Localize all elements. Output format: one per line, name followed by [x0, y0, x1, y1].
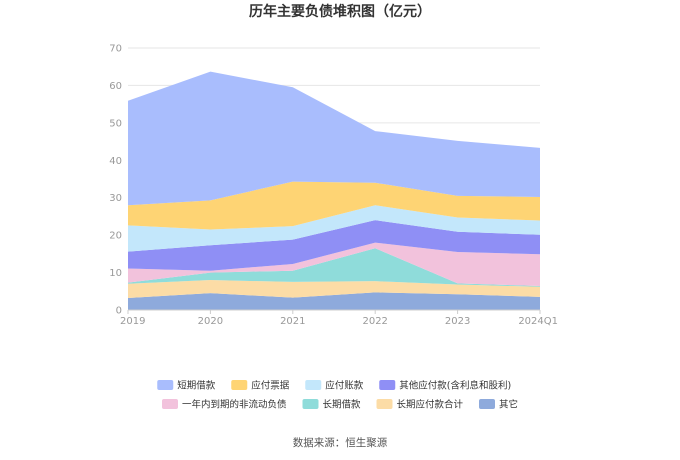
legend-swatch — [379, 380, 396, 390]
legend-label: 长期借款 — [323, 399, 362, 411]
area-应付账款[interactable] — [128, 205, 540, 252]
legend-label: 短期借款 — [177, 380, 216, 392]
y-tick-label: 0 — [116, 306, 122, 317]
legend-swatch — [302, 399, 319, 409]
area-长期借款[interactable] — [128, 248, 540, 287]
legend-label: 应付票据 — [251, 380, 290, 392]
area-应付票据[interactable] — [128, 181, 540, 230]
y-tick-label: 60 — [109, 81, 122, 92]
legend-label: 应付账款 — [325, 380, 364, 392]
legend-item[interactable]: 短期借款 — [157, 380, 216, 392]
y-tick-label: 10 — [109, 268, 122, 279]
x-tick-label: 2022 — [362, 316, 387, 327]
chart-title: 历年主要负债堆积图（亿元） — [249, 3, 431, 20]
legend-item[interactable]: 应付票据 — [231, 380, 290, 392]
legend-item[interactable]: 其它 — [479, 399, 518, 411]
legend-item[interactable]: 应付账款 — [305, 380, 364, 392]
x-tick-label: 2024Q1 — [518, 316, 558, 327]
x-tick-label: 2020 — [198, 316, 223, 327]
y-tick-label: 30 — [109, 193, 122, 204]
legend-label: 一年内到期的非流动负债 — [182, 399, 287, 411]
x-tick-label: 2019 — [120, 316, 145, 327]
legend-item[interactable]: 其他应付款(含利息和股利) — [379, 380, 511, 392]
legend-label: 其他应付款(含利息和股利) — [399, 380, 511, 392]
legend-swatch — [231, 380, 248, 390]
area-其他应付款(含利息和股利)[interactable] — [128, 220, 540, 271]
y-tick-label: 40 — [109, 156, 122, 167]
legend: 短期借款 应付票据 应付账款 其他应付款(含利息和股利) 一年内到期的非流动负债 长期借款… — [157, 380, 518, 411]
legend-item[interactable]: 长期应付款合计 — [376, 399, 464, 411]
legend-label: 其它 — [499, 399, 518, 411]
area-短期借款[interactable] — [128, 71, 540, 206]
legend-swatch — [376, 399, 393, 409]
area-series-group — [128, 71, 540, 310]
area-一年内到期的非流动负债[interactable] — [128, 242, 540, 287]
axes: 0 10 20 30 40 50 60 70 2019 2020 2021 2022 2023 2024Q… — [109, 44, 558, 328]
legend-item[interactable]: 长期借款 — [302, 399, 362, 411]
legend-swatch — [305, 380, 322, 390]
y-tick-label: 70 — [109, 44, 122, 55]
area-长期应付款合计[interactable] — [128, 280, 540, 299]
y-tick-label: 20 — [109, 231, 122, 242]
area-其它[interactable] — [128, 292, 540, 310]
legend-item[interactable]: 一年内到期的非流动负债 — [162, 399, 287, 411]
legend-swatch — [162, 399, 178, 409]
legend-swatch — [157, 380, 174, 390]
x-tick-label: 2023 — [445, 316, 470, 327]
legend-swatch — [479, 399, 495, 409]
x-tick-label: 2021 — [280, 316, 305, 327]
y-tick-label: 50 — [109, 118, 122, 129]
legend-label: 长期应付款合计 — [397, 399, 464, 411]
data-source: 数据来源：恒生聚源 — [293, 436, 388, 449]
